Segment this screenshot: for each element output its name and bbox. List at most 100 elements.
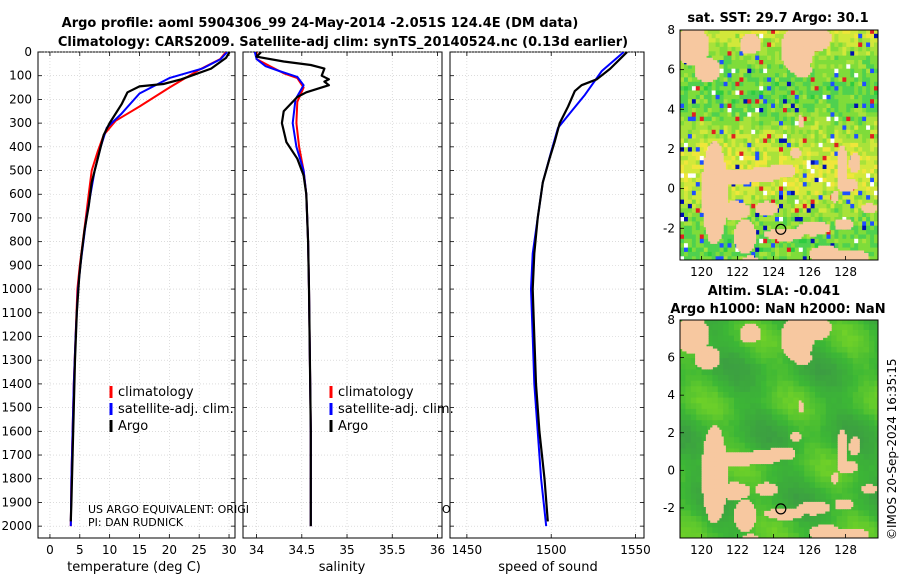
land-cell (686, 50, 690, 54)
land-cell (848, 219, 852, 223)
heatmap-cell (870, 94, 875, 100)
heatmap-cell (834, 229, 839, 235)
heatmap-cell (846, 68, 851, 74)
land-cell (716, 152, 720, 156)
heatmap-cell (747, 146, 752, 152)
land-cell (785, 172, 789, 175)
land-cell (848, 188, 852, 192)
heatmap-cell (794, 142, 800, 148)
heatmap-cell (715, 81, 721, 87)
heatmap-cell (806, 164, 812, 169)
heatmap-cell (695, 212, 701, 217)
land-cell (723, 202, 726, 206)
land-cell (844, 219, 847, 223)
land-cell (768, 172, 772, 175)
land-cell (723, 186, 726, 190)
heatmap-cell (834, 116, 839, 122)
land-cell (725, 205, 729, 209)
land-cell (831, 250, 834, 254)
land-cell (809, 226, 813, 230)
land-cell (790, 43, 793, 47)
land-cell (831, 195, 834, 199)
land-cell (798, 117, 802, 121)
land-cell (798, 226, 802, 230)
land-cell (852, 152, 856, 156)
heatmap-cell (866, 216, 871, 222)
land-cell (790, 172, 793, 175)
land-cell (824, 224, 828, 228)
depth-tick-label: 800 (9, 235, 32, 249)
land-cell (703, 217, 707, 221)
heatmap-cell (684, 133, 689, 139)
x-tick-label: 20 (162, 543, 177, 557)
heatmap-cell (695, 164, 701, 169)
heatmap-cell (794, 194, 800, 200)
heatmap-cell (751, 181, 756, 187)
heatmap-cell (775, 190, 780, 196)
heatmap-cell (842, 207, 847, 213)
land-cell (742, 48, 746, 52)
heatmap-cell (878, 251, 883, 256)
land-cell (714, 176, 718, 180)
land-cell (714, 74, 718, 78)
land-cell (861, 252, 865, 256)
heatmap-cell (747, 124, 752, 130)
land-cell (822, 226, 826, 230)
heatmap-cell (723, 225, 729, 231)
heatmap-cell (830, 207, 836, 213)
heatmap-cell (771, 50, 776, 56)
land-cell (747, 205, 750, 209)
heatmap-cell (798, 85, 804, 91)
heatmap-cell (874, 68, 878, 74)
land-cell (714, 236, 718, 240)
land-cell (718, 181, 722, 185)
land-cell (742, 257, 746, 260)
heatmap-cell (866, 107, 871, 113)
land-cell (822, 252, 826, 256)
land-cell (794, 48, 798, 52)
land-cell (842, 186, 845, 190)
land-cell (762, 167, 765, 171)
heatmap-cell (687, 242, 693, 248)
heatmap-cell (870, 133, 875, 139)
land-cell (682, 48, 685, 52)
land-cell (734, 181, 737, 185)
heatmap-cell (818, 159, 824, 165)
land-cell (701, 74, 705, 78)
heatmap-cell (870, 246, 875, 252)
heatmap-cell (822, 142, 828, 148)
heatmap-cell (810, 63, 816, 69)
heatmap-cell (767, 55, 772, 60)
heatmap-cell (747, 190, 752, 196)
land-cell (842, 157, 845, 161)
land-cell (824, 252, 828, 256)
land-cell (723, 195, 726, 199)
heatmap-cell (878, 59, 883, 64)
land-cell (697, 41, 700, 44)
heatmap-cell (826, 212, 832, 217)
land-cell (798, 69, 802, 73)
heatmap-cell (719, 142, 725, 148)
land-cell (697, 62, 700, 66)
land-cell (835, 221, 839, 225)
heatmap-cell (822, 72, 828, 78)
heatmap-cell (874, 116, 878, 122)
x-tick-label: 10 (102, 543, 117, 557)
heatmap-cell (743, 120, 748, 126)
heatmap-cell (680, 526, 686, 533)
heatmap-cell (707, 30, 713, 34)
land-cell (801, 117, 804, 121)
land-cell (850, 155, 854, 159)
heatmap-cell (747, 129, 752, 135)
heatmap-cell (707, 116, 713, 122)
land-cell (710, 236, 713, 240)
heatmap-cell (695, 225, 701, 231)
heatmap-cell (858, 129, 863, 135)
heatmap-cell (874, 159, 878, 165)
heatmap-cell (834, 172, 839, 178)
heatmap-cell (719, 55, 725, 60)
land-cell (805, 67, 808, 71)
land-cell (712, 210, 716, 213)
land-cell (850, 186, 854, 190)
heatmap-cell (687, 194, 693, 200)
